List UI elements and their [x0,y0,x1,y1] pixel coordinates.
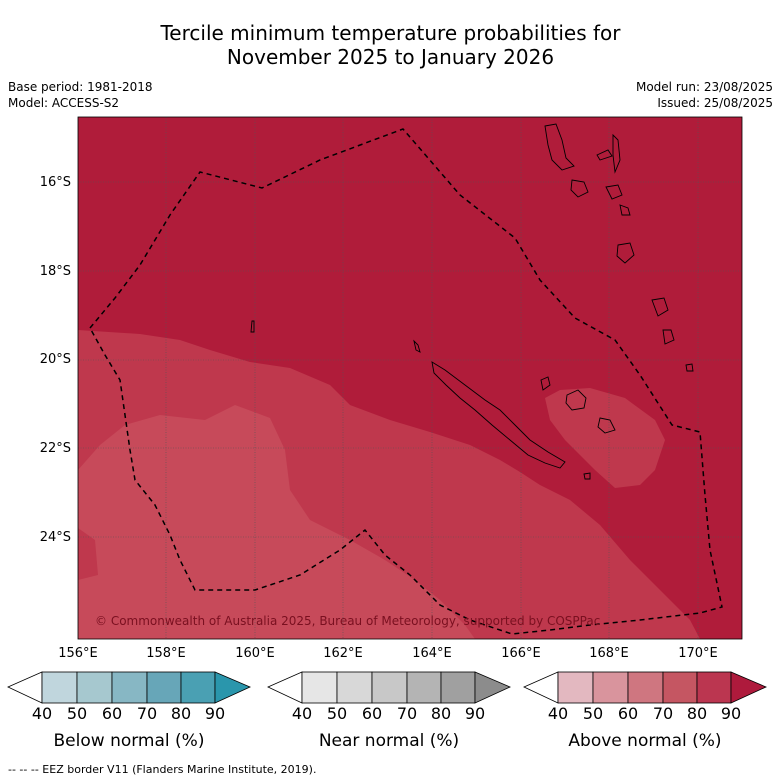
map-title-line-2: November 2025 to January 2026 [226,45,555,69]
cb-below-arrow-high [214,671,251,704]
lon-label: 162°E [323,646,363,661]
vanuatu-shepherd-outline [619,204,631,216]
cb-above-tick: 90 [720,704,742,723]
cb-above-tick: 50 [582,704,604,723]
vanuatu-tanna-outline [662,329,675,345]
cb-above-bin [627,671,664,704]
cb-below-bin [180,671,216,704]
vanuatu-pentecost-outline [612,133,621,174]
lat-label: 22°S [39,441,71,456]
cb-below-tick: 80 [170,704,192,723]
lon-label: 156°E [58,646,98,661]
model-text: Model: ACCESS-S2 [8,96,120,110]
lon-label: 160°E [235,646,275,661]
loyalty-islands-outline [540,376,551,391]
cb-above-tick: 40 [547,704,569,723]
cb-below-arrow-low [7,671,43,704]
lon-label: 166°E [501,646,541,661]
cb-above-tick: 60 [617,704,639,723]
cb-near-arrow-low [267,671,303,704]
copyright-notice: © Commonwealth of Australia 2025, Bureau… [95,614,601,628]
above-normal-60-patch-south [560,628,612,639]
colorbar-near-label: Near normal (%) [318,731,460,751]
cb-below-tick: 40 [31,704,53,723]
cb-near-tick: 90 [464,704,486,723]
cb-above-arrow-low [523,671,559,704]
lat-label: 18°S [39,264,71,279]
cb-near-tick: 60 [361,704,383,723]
walpole-outline [583,472,591,480]
colorbar-near-normal [267,671,511,704]
lat-label: 24°S [39,530,71,545]
colorbar-below-label: Below normal (%) [53,731,205,751]
vanuatu-espiritu-santo-outline [544,123,575,171]
lat-label: 16°S [39,175,71,190]
vanuatu-ambae-outline [596,149,613,161]
model-run-text: Model run: 23/08/2025 [635,80,773,94]
lon-label: 158°E [146,646,186,661]
cb-above-tick: 70 [652,704,674,723]
vanuatu-malekula-outline [570,179,589,198]
eez-border [89,128,723,635]
cb-near-arrow-high [474,671,511,704]
lifou-outline [565,389,587,411]
probability-field [78,117,742,639]
cb-near-bin [406,671,442,704]
cb-near-bin [371,671,408,704]
lon-label: 164°E [412,646,452,661]
cb-above-bin [662,671,698,704]
cb-below-bin [146,671,182,704]
above-normal-60-region [78,405,475,639]
cb-below-tick: 50 [66,704,88,723]
cb-below-bin [111,671,148,704]
cb-below-tick: 60 [101,704,123,723]
cb-above-bin [557,671,594,704]
cb-below-tick: 90 [204,704,226,723]
colorbar-above-normal [523,671,767,704]
cb-near-tick: 70 [396,704,418,723]
vanuatu-efate-outline [616,242,635,264]
cb-above-bin [696,671,732,704]
cb-near-bin [440,671,476,704]
vanuatu-aneityum-outline [685,363,694,372]
base-period-text: Base period: 1981-2018 [8,80,153,94]
new-caledonia-outline [431,361,566,469]
eez-legend-note: -- -- -- EEZ border V11 (Flanders Marine… [8,763,317,776]
lat-label: 20°S [39,352,71,367]
coastlines [250,123,694,480]
cb-near-tick: 80 [430,704,452,723]
map-title-line-1: Tercile minimum temperature probabilitie… [160,21,621,45]
cb-near-bin [301,671,338,704]
cb-above-arrow-high [730,671,767,704]
cb-near-bin [336,671,373,704]
above-normal-60-patch-southwest [78,528,98,580]
map-frame [77,116,743,640]
lon-label: 168°E [589,646,629,661]
mare-outline [597,417,616,434]
cb-near-tick: 50 [326,704,348,723]
vanuatu-epi-outline [605,184,623,200]
cb-below-tick: 70 [136,704,158,723]
issued-text: Issued: 25/08/2025 [657,96,773,110]
lon-label: 170°E [678,646,718,661]
chesterfield-outline [250,320,255,333]
cb-above-bin [592,671,629,704]
cb-near-tick: 40 [291,704,313,723]
cb-above-tick: 80 [686,704,708,723]
above-normal-70-patch-east [545,388,665,488]
belep-islands-outline [413,339,421,353]
graticule [78,117,742,639]
colorbar-below-normal [7,671,251,704]
cb-below-bin [76,671,113,704]
vanuatu-erromango-outline [651,297,669,317]
colorbar-above-label: Above normal (%) [568,731,722,751]
cb-below-bin [41,671,78,704]
